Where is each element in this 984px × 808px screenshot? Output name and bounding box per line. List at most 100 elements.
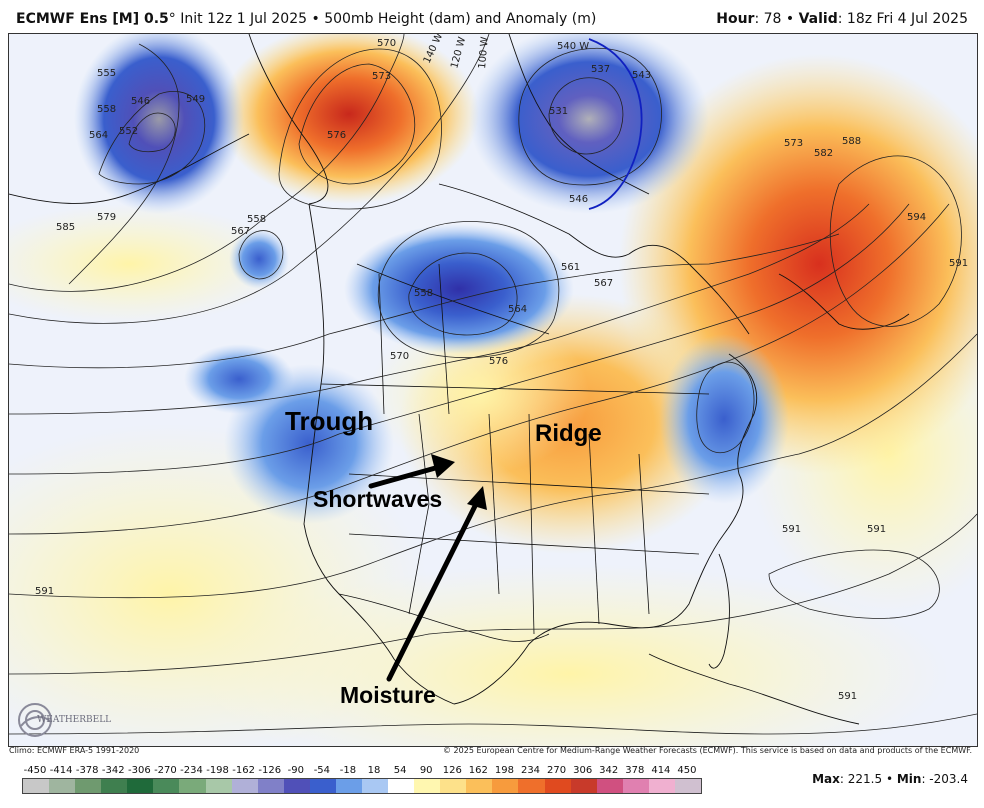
colorbar-swatch <box>179 779 206 793</box>
annotation-arrows <box>368 464 480 682</box>
colorbar-tick-label: 270 <box>547 765 567 776</box>
contour-label: 546 <box>569 194 588 205</box>
colorbar-swatch <box>466 779 493 793</box>
forecast-time: Hour: 78 • Valid: 18z Fri 4 Jul 2025 <box>716 11 968 27</box>
contour-label: 576 <box>327 130 346 141</box>
colorbar <box>22 778 702 794</box>
colorbar-swatch <box>414 779 441 793</box>
contour-label: 591 <box>949 258 968 269</box>
colorbar-swatch <box>362 779 389 793</box>
contour-label: 579 <box>97 212 116 223</box>
contour-label: 591 <box>782 524 801 535</box>
max-min-stats: Max: 221.5 • Min: -203.4 <box>812 772 968 786</box>
contour-label: 570 <box>390 351 409 362</box>
colorbar-tick-label: -234 <box>180 765 203 776</box>
contour-label: 531 <box>549 106 568 117</box>
init-time: Init 12z 1 Jul 2025 <box>180 11 308 27</box>
colorbar-swatch <box>622 779 649 793</box>
contour-label: 564 <box>89 130 108 141</box>
moisture-label: Moisture <box>340 682 436 708</box>
model-name: ECMWF Ens [M] 0.5 <box>16 11 169 27</box>
colorbar-tick-label: 162 <box>468 765 488 776</box>
contour-label: 561 <box>561 262 580 273</box>
contour-label: 591 <box>35 586 54 597</box>
longitude-label: 100 W <box>477 36 491 69</box>
colorbar-swatch <box>309 779 336 793</box>
colorbar-swatch <box>570 779 597 793</box>
contour-label: 555 <box>97 68 116 79</box>
colorbar-swatch <box>231 779 258 793</box>
colorbar-tick-label: 306 <box>573 765 593 776</box>
map-title: ECMWF Ens [M] 0.5° Init 12z 1 Jul 2025 •… <box>16 11 596 27</box>
max-value: : 221.5 <box>839 772 883 786</box>
min-value: : -203.4 <box>921 772 968 786</box>
highlight-contour <box>588 38 643 210</box>
hour-value: : 78 <box>754 11 782 27</box>
shortwaves-label: Shortwaves <box>313 486 443 512</box>
colorbar-tick-label: 234 <box>520 765 541 776</box>
logo-text: WEATHERBELL <box>37 715 112 725</box>
colorbar-tick-label: 450 <box>677 765 697 776</box>
trough-label: Trough <box>285 406 374 436</box>
contour-label: 588 <box>842 136 861 147</box>
contour-label: 585 <box>56 222 75 233</box>
climo-note: Climo: ECMWF ERA-5 1991-2020 <box>9 746 140 755</box>
contour-label: 573 <box>784 138 803 149</box>
map-panel: 570 573 576 555 558 546 552 549 564 585 … <box>8 33 978 747</box>
contour-label: 594 <box>907 212 926 223</box>
shortwave-arrowhead-1 <box>431 454 455 478</box>
colorbar-tick-label: -378 <box>75 765 99 776</box>
title-bar: ECMWF Ens [M] 0.5° Init 12z 1 Jul 2025 •… <box>0 0 984 34</box>
colorbar-tick-label: -162 <box>232 765 255 776</box>
colorbar-swatch <box>283 779 310 793</box>
colorbar-tick-label: 126 <box>442 765 462 776</box>
contour-label: 558 <box>414 288 433 299</box>
colorbar-tick-label: -414 <box>49 765 73 776</box>
valid-label: Valid <box>798 11 838 27</box>
contour-label: 567 <box>231 226 250 237</box>
colorbar-swatch <box>648 779 675 793</box>
colorbar-swatch <box>335 779 363 793</box>
colorbar-swatch <box>388 779 415 793</box>
moisture-arrow <box>386 499 480 682</box>
contour-label: 567 <box>594 278 613 289</box>
contour-label: 540 W <box>557 41 589 52</box>
coastlines <box>9 34 910 725</box>
moisture-arrowhead <box>467 486 487 510</box>
contour-label: 591 <box>867 524 886 535</box>
colorbar-tick-labels: -450 -414 -378 -342 -306 -270 -234 -198 -162 -126… <box>14 765 700 777</box>
ridge-label: Ridge <box>535 420 602 447</box>
colorbar-swatch <box>544 779 571 793</box>
shortwave-arrow-1 <box>368 464 442 489</box>
colorbar-swatch <box>440 779 467 793</box>
colorbar-tick-label: -450 <box>23 765 47 776</box>
weatherbell-logo: WEATHERBELL <box>15 698 135 742</box>
contour-label: 573 <box>372 71 391 82</box>
colorbar-tick-label: -306 <box>127 765 151 776</box>
copyright-note: © 2025 European Centre for Medium-Range … <box>443 746 972 755</box>
contour-label: 564 <box>508 304 527 315</box>
colorbar-tick-label: 198 <box>494 765 514 776</box>
stats-separator: • <box>885 772 894 786</box>
colorbar-tick-label: 18 <box>367 765 381 776</box>
contour-label: 591 <box>838 691 857 702</box>
contour-label: 546 <box>131 96 150 107</box>
hour-label: Hour <box>716 11 755 27</box>
colorbar-tick-label: 342 <box>599 765 619 776</box>
colorbar-tick-label: 54 <box>393 765 407 776</box>
colorbar-swatch <box>205 779 232 793</box>
min-label: Min <box>896 772 922 786</box>
colorbar-swatch <box>75 779 102 793</box>
colorbar-swatch <box>49 779 76 793</box>
colorbar-swatch <box>101 779 128 793</box>
time-separator: • <box>785 11 795 27</box>
title-separator: • <box>311 11 320 27</box>
colorbar-swatch <box>127 779 154 793</box>
colorbar-tick-label: -270 <box>154 765 177 776</box>
colorbar-swatch <box>674 779 702 793</box>
colorbar-swatch <box>492 779 519 793</box>
degree-sign: ° <box>168 11 176 27</box>
colorbar-tick-label: -342 <box>101 765 125 776</box>
contour-label: 558 <box>97 104 116 115</box>
valid-value: : 18z Fri 4 Jul 2025 <box>837 11 968 27</box>
